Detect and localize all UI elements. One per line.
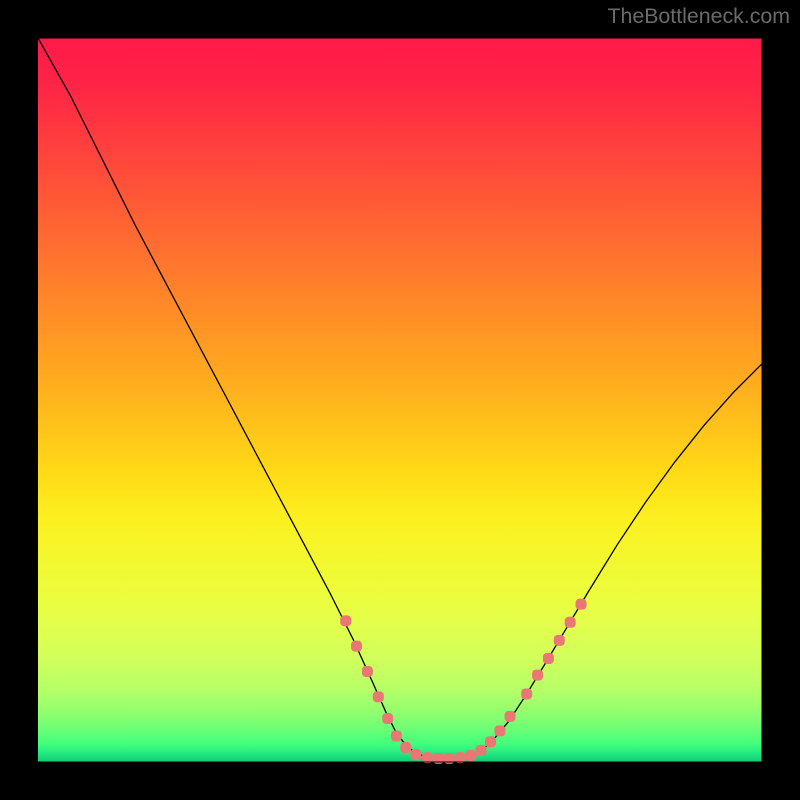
curve-marker <box>340 615 351 626</box>
curve-marker <box>400 742 411 753</box>
curve-marker <box>410 749 421 760</box>
curve-marker <box>382 713 393 724</box>
curve-marker <box>362 666 373 677</box>
curve-marker <box>494 725 505 736</box>
curve-marker <box>543 653 554 664</box>
curve-marker <box>465 750 476 761</box>
curve-marker <box>373 691 384 702</box>
curve-marker <box>351 641 362 652</box>
curve-marker <box>554 635 565 646</box>
bottleneck-curve-chart <box>0 0 800 800</box>
plot-background-gradient <box>38 38 762 762</box>
curve-marker <box>476 745 487 756</box>
curve-marker <box>391 730 402 741</box>
curve-marker <box>485 736 496 747</box>
curve-marker <box>565 617 576 628</box>
curve-marker <box>576 599 587 610</box>
curve-marker <box>532 670 543 681</box>
curve-marker <box>505 711 516 722</box>
curve-marker <box>521 688 532 699</box>
chart-container: TheBottleneck.com <box>0 0 800 800</box>
